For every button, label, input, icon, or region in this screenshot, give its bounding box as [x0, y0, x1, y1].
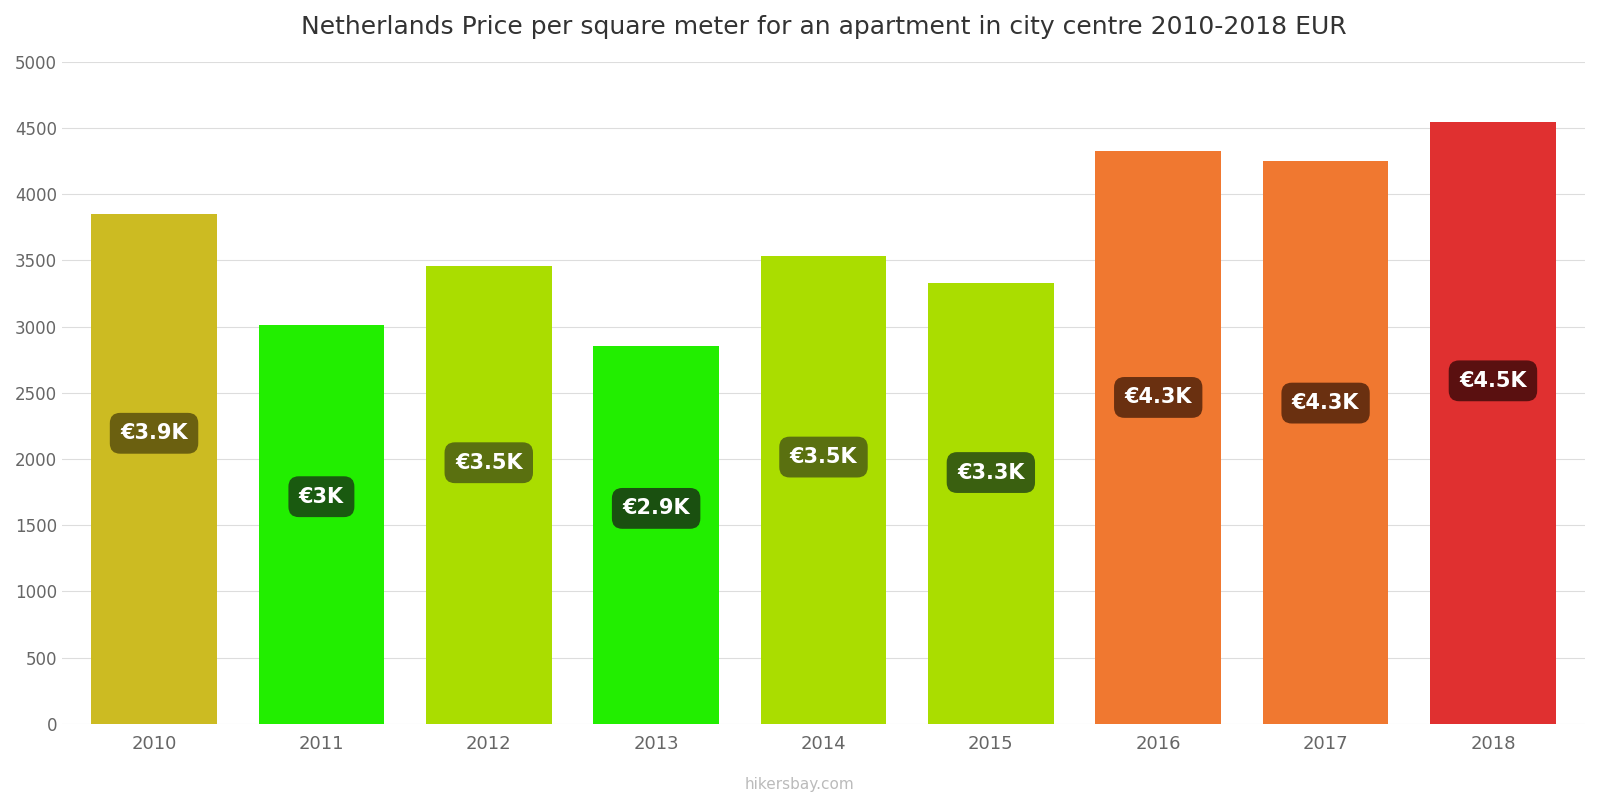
Text: €4.3K: €4.3K [1125, 387, 1192, 407]
Text: €2.9K: €2.9K [622, 498, 690, 518]
Bar [91, 214, 216, 724]
Text: €4.5K: €4.5K [1459, 371, 1526, 391]
Bar [1262, 161, 1389, 724]
Text: €4.3K: €4.3K [1291, 393, 1360, 413]
Title: Netherlands Price per square meter for an apartment in city centre 2010-2018 EUR: Netherlands Price per square meter for a… [301, 15, 1346, 39]
Bar [259, 326, 384, 724]
Bar [760, 256, 886, 724]
Bar [1096, 151, 1221, 724]
Text: €3.5K: €3.5K [454, 453, 523, 473]
Text: €3.9K: €3.9K [120, 423, 187, 443]
Bar [928, 283, 1054, 724]
Bar [426, 266, 552, 724]
Bar [1430, 122, 1555, 724]
Text: €3.3K: €3.3K [957, 462, 1024, 482]
Text: €3.5K: €3.5K [790, 447, 858, 467]
Text: €3K: €3K [299, 486, 344, 506]
Bar [594, 346, 718, 724]
Text: hikersbay.com: hikersbay.com [746, 777, 854, 792]
